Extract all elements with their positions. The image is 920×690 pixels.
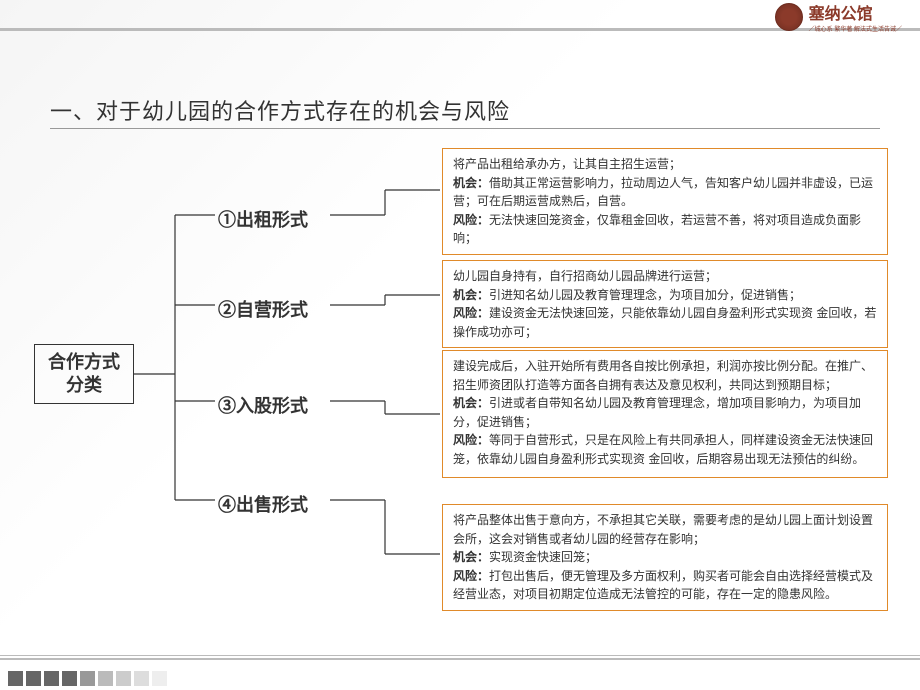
footer-square: [98, 671, 113, 686]
desc-box-1: 将产品出租给承办方，让其自主招生运营；机会：借助其正常运营影响力，拉动周边人气，…: [442, 148, 888, 255]
brand-block: 塞纳公馆 ／城心系 繁华著 解法式生活告诫／: [775, 0, 902, 33]
brand-logo-icon: [775, 3, 803, 31]
branch-label-3: ③入股形式: [218, 392, 308, 418]
page-title-row: 一、对于幼儿园的合作方式存在的机会与风险: [50, 94, 880, 126]
bottom-border-line: [0, 658, 920, 660]
branch-label-1: ①出租形式: [218, 206, 308, 232]
title-underline: [50, 128, 880, 129]
footer-square: [8, 671, 23, 686]
footer-square: [80, 671, 95, 686]
root-label: 合作方式 分类: [48, 351, 120, 398]
footer-squares: [8, 671, 167, 686]
desc-box-4: 将产品整体出售于意向方，不承担其它关联，需要考虑的是幼儿园上面计划设置会所，这会…: [442, 504, 888, 611]
footer-square: [134, 671, 149, 686]
branch-label-2: ②自营形式: [218, 296, 308, 322]
footer-square: [26, 671, 41, 686]
root-node: 合作方式 分类: [34, 344, 134, 404]
footer-square: [44, 671, 59, 686]
page-title: 一、对于幼儿园的合作方式存在的机会与风险: [50, 94, 880, 126]
branch-label-4: ④出售形式: [218, 491, 308, 517]
footer-square: [116, 671, 131, 686]
desc-box-3: 建设完成后，入驻开始所有费用各自按比例承担，利润亦按比例分配。在推广、招生师资团…: [442, 350, 888, 478]
brand-text: 塞纳公馆 ／城心系 繁华著 解法式生活告诫／: [809, 0, 902, 33]
footer-square: [152, 671, 167, 686]
desc-box-2: 幼儿园自身持有，自行招商幼儿园品牌进行运营；机会：引进知名幼儿园及教育管理理念，…: [442, 260, 888, 348]
brand-subtitle: ／城心系 繁华著 解法式生活告诫／: [809, 24, 902, 33]
footer-square: [62, 671, 77, 686]
brand-name: 塞纳公馆: [809, 0, 902, 24]
